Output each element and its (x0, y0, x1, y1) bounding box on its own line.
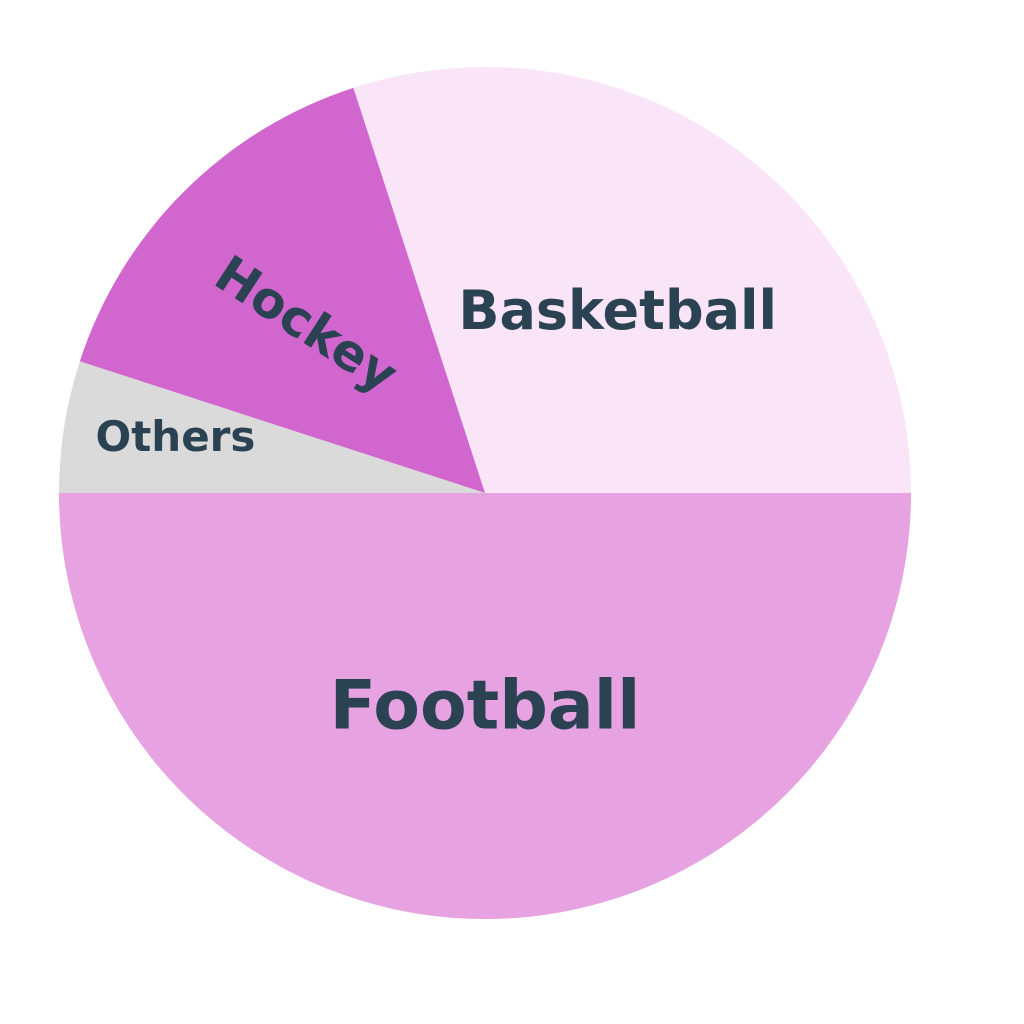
pie-slices (59, 66, 911, 919)
pie-label-basketball: Basketball (458, 279, 777, 342)
pie-slice-football (59, 493, 911, 919)
pie-label-others: Others (96, 412, 256, 461)
pie-label-football: Football (330, 667, 641, 746)
pie-slice-basketball (353, 66, 911, 493)
pie-slice-hockey (79, 87, 486, 494)
pie-slice-others (59, 361, 485, 493)
